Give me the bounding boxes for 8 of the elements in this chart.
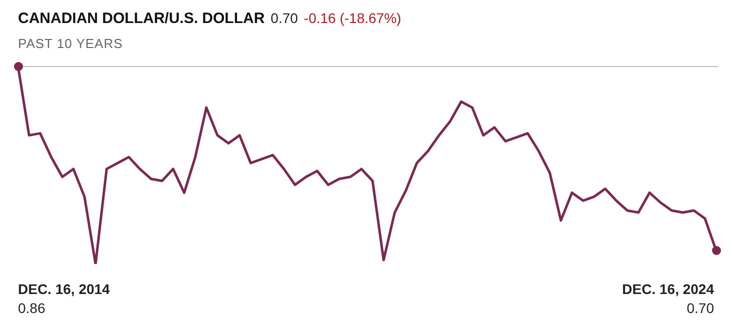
text: DEC. 16, 2014 [18,281,110,297]
chart-subtitle: PAST 10 YEARS [18,36,123,51]
chart-title: CANADIAN DOLLAR/U.S. DOLLAR [18,10,265,27]
text: DEC. 16, 2024 [622,281,714,297]
text: -0.16 (-18.67%) [304,10,402,26]
text: 0.86 [18,300,46,316]
text: 0.70 [270,10,298,26]
text: 0.70 [686,300,714,316]
